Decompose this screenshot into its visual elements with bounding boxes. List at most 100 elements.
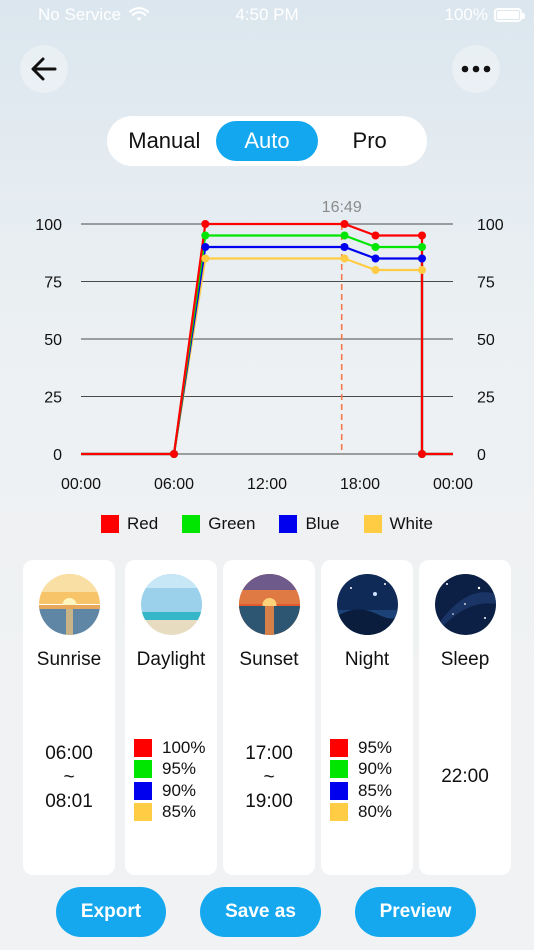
sleep-photo-icon [435,574,496,635]
phase-card-sunrise[interactable]: Sunrise 06:00 ~ 08:01 [23,560,115,875]
green-swatch [330,760,348,779]
level-value: 95% [358,737,393,757]
mode-option-pro[interactable]: Pro [352,128,387,153]
x-tick-label: 00:00 [61,476,101,493]
level-row-red: 95% [330,737,410,759]
phase-name: Daylight [136,649,206,670]
level-value: 90% [162,780,197,800]
phase-start-time: 17:00 [245,743,293,764]
data-point-blue [201,243,210,251]
legend-label: Blue [305,514,340,533]
blue-swatch [134,781,152,800]
more-horizontal-icon [461,65,491,73]
mode-option-auto[interactable]: Auto [215,121,319,161]
level-row-blue: 85% [330,780,410,802]
level-row-green: 95% [134,759,214,781]
save-as-button[interactable]: Save as [200,887,321,937]
legend-label: Red [127,514,159,533]
blue-swatch [330,781,348,800]
level-row-white: 80% [330,802,410,824]
phase-time-range: 17:00 ~ 19:00 [223,742,315,814]
status-bar: No Service 4:50 PM 100% [0,0,534,32]
green-swatch [134,760,152,779]
level-row-red: 100% [134,737,214,759]
wifi-icon [129,7,150,21]
back-button[interactable] [20,45,68,93]
data-point-green [201,231,210,240]
phase-card-night[interactable]: Night 95% 90% 85% 80% [321,560,413,875]
phase-card-daylight[interactable]: Daylight 100% 95% 90% 85% [125,560,217,875]
current-time-label: 16:49 [322,199,362,216]
legend-item-blue: Blue [279,514,340,534]
carrier-label: No Service [38,5,122,24]
data-point-green [340,231,349,240]
y-tick-label-left: 100 [35,217,62,234]
phase-time-range: 06:00 ~ 08:01 [23,742,115,814]
legend-swatch [279,515,298,533]
data-point-blue [418,254,426,263]
y-tick-label-right: 100 [477,217,504,234]
phase-card-sunset[interactable]: Sunset 17:00 ~ 19:00 [223,560,315,875]
export-button[interactable]: Export [56,887,166,937]
level-value: 85% [358,780,393,800]
phase-levels: 95% 90% 85% 80% [330,737,410,823]
level-value: 100% [162,737,206,757]
level-value: 80% [358,802,393,822]
preview-button[interactable]: Preview [355,887,476,937]
mode-option-manual[interactable]: Manual [128,128,201,153]
y-tick-label-left: 50 [44,332,62,349]
mode-switch: Manual Auto Pro [107,116,427,166]
y-tick-label-left: 75 [44,275,62,292]
series-line-white [81,257,453,456]
legend-label: White [389,514,433,533]
red-swatch [134,738,152,757]
sunrise-photo-icon [39,574,100,635]
data-point-white [340,254,349,263]
phase-levels: 100% 95% 90% 85% [134,737,214,823]
level-value: 95% [162,759,197,779]
phase-name: Sunrise [36,649,102,670]
level-row-green: 90% [330,759,410,781]
series-line-green [81,234,453,456]
level-value: 85% [162,802,197,822]
chart-legend: Red Green Blue White [0,514,534,534]
phase-cards: Sunrise 06:00 ~ 08:01 Daylight 100% 95% … [23,560,512,875]
sunset-photo-icon [239,574,300,635]
data-point-white [201,254,210,263]
data-point-red [170,450,178,458]
x-tick-label: 00:00 [433,476,473,493]
y-tick-label-right: 0 [477,447,486,464]
light-schedule-chart: 100 100 75 75 50 50 25 25 0 0 00:00 06:00 12:00 18:00… [0,190,534,510]
phase-end-time: 19:00 [245,791,293,812]
phase-start-time: 22:00 [441,766,489,787]
phase-start-time: 06:00 [45,743,93,764]
y-tick-label-right: 25 [477,390,495,407]
white-swatch [330,803,348,822]
phase-card-sleep[interactable]: Sleep 22:00 [419,560,511,875]
y-tick-label-right: 75 [477,275,495,292]
level-row-blue: 90% [134,780,214,802]
legend-item-red: Red [101,514,158,534]
phase-name: Night [344,649,390,670]
data-point-green [418,243,426,251]
phase-name: Sleep [440,649,490,670]
data-point-blue [371,254,380,263]
legend-item-white: White [363,514,433,534]
legend-label: Green [208,514,256,533]
white-swatch [134,803,152,822]
series-line-red [81,222,453,456]
battery-icon [494,8,525,22]
red-swatch [330,738,348,757]
phase-time-separator: ~ [263,767,275,788]
x-tick-label: 18:00 [340,476,380,493]
data-point-green [371,243,380,251]
arrow-left-icon [31,57,57,81]
clock: 4:50 PM [235,5,299,24]
phase-time-separator: ~ [63,767,75,788]
y-tick-label-left: 0 [53,447,62,464]
x-tick-label: 12:00 [247,476,287,493]
series-line-blue [81,245,453,456]
data-point-white [418,266,426,274]
more-button[interactable] [452,45,500,93]
phase-name: Sunset [239,649,299,670]
